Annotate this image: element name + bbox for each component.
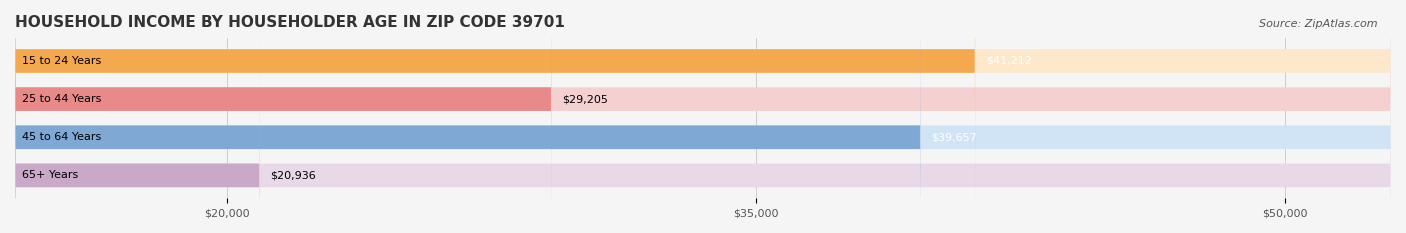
Text: 45 to 64 Years: 45 to 64 Years — [22, 132, 101, 142]
Text: Source: ZipAtlas.com: Source: ZipAtlas.com — [1260, 19, 1378, 29]
FancyBboxPatch shape — [15, 0, 1391, 233]
Text: 15 to 24 Years: 15 to 24 Years — [22, 56, 101, 66]
FancyBboxPatch shape — [15, 0, 260, 233]
FancyBboxPatch shape — [15, 0, 1391, 233]
FancyBboxPatch shape — [15, 0, 921, 233]
Text: $29,205: $29,205 — [562, 94, 607, 104]
Text: $41,212: $41,212 — [986, 56, 1032, 66]
Text: $20,936: $20,936 — [270, 170, 316, 180]
Text: 25 to 44 Years: 25 to 44 Years — [22, 94, 101, 104]
Text: 65+ Years: 65+ Years — [22, 170, 79, 180]
FancyBboxPatch shape — [15, 0, 1391, 233]
FancyBboxPatch shape — [15, 0, 1391, 233]
FancyBboxPatch shape — [15, 0, 551, 233]
FancyBboxPatch shape — [15, 0, 976, 233]
Text: HOUSEHOLD INCOME BY HOUSEHOLDER AGE IN ZIP CODE 39701: HOUSEHOLD INCOME BY HOUSEHOLDER AGE IN Z… — [15, 15, 565, 30]
Text: $39,657: $39,657 — [931, 132, 977, 142]
